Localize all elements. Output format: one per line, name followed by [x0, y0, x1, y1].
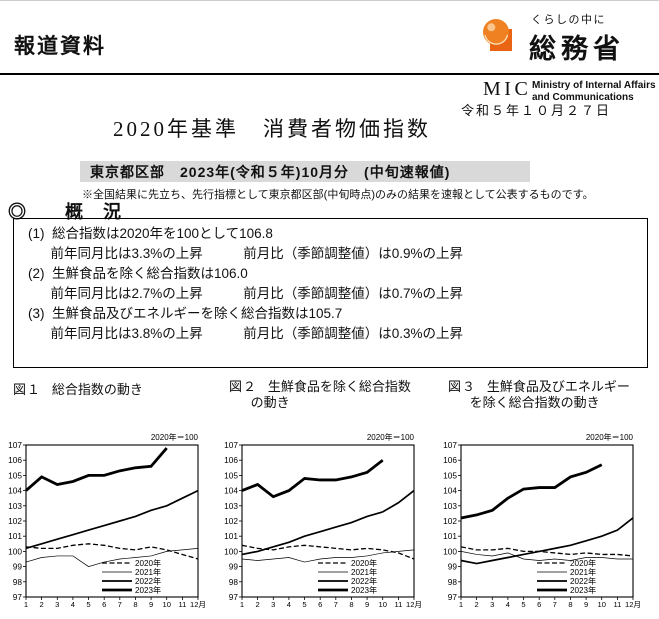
svg-text:1: 1: [459, 600, 463, 609]
svg-text:6: 6: [318, 600, 322, 609]
svg-text:2023年: 2023年: [351, 585, 377, 595]
svg-text:101: 101: [224, 531, 238, 541]
svg-text:2020年: 2020年: [135, 558, 161, 568]
svg-text:2021年: 2021年: [351, 567, 377, 577]
svg-text:100: 100: [224, 546, 238, 556]
svg-text:99: 99: [229, 562, 239, 572]
svg-text:5: 5: [521, 600, 525, 609]
svg-text:10: 10: [162, 600, 170, 609]
svg-text:2023年: 2023年: [135, 585, 161, 595]
svg-text:2022年: 2022年: [570, 576, 596, 586]
svg-text:10: 10: [378, 600, 386, 609]
svg-text:12月: 12月: [406, 600, 422, 609]
svg-text:2021年: 2021年: [570, 567, 596, 577]
svg-text:107: 107: [224, 440, 238, 450]
svg-text:8: 8: [133, 600, 137, 609]
svg-text:100: 100: [8, 546, 22, 556]
svg-text:7: 7: [118, 600, 122, 609]
svg-text:104: 104: [8, 486, 22, 496]
svg-text:2020年＝100: 2020年＝100: [367, 432, 415, 442]
svg-text:5: 5: [302, 600, 306, 609]
svg-text:6: 6: [537, 600, 541, 609]
svg-text:3: 3: [55, 600, 59, 609]
svg-text:5: 5: [86, 600, 90, 609]
svg-text:11: 11: [394, 600, 402, 609]
svg-text:6: 6: [102, 600, 106, 609]
svg-text:2020年: 2020年: [570, 558, 596, 568]
svg-text:12月: 12月: [190, 600, 206, 609]
svg-text:2: 2: [39, 600, 43, 609]
svg-text:9: 9: [584, 600, 588, 609]
svg-text:2: 2: [474, 600, 478, 609]
svg-text:10: 10: [597, 600, 605, 609]
svg-text:2023年: 2023年: [570, 585, 596, 595]
svg-text:1: 1: [240, 600, 244, 609]
svg-text:102: 102: [224, 516, 238, 526]
svg-text:101: 101: [8, 531, 22, 541]
svg-text:7: 7: [334, 600, 338, 609]
svg-text:11: 11: [178, 600, 186, 609]
svg-text:101: 101: [443, 531, 457, 541]
svg-text:4: 4: [506, 600, 510, 609]
svg-text:100: 100: [443, 546, 457, 556]
svg-text:2020年＝100: 2020年＝100: [151, 432, 199, 442]
svg-text:107: 107: [8, 440, 22, 450]
svg-text:2020年: 2020年: [351, 558, 377, 568]
svg-text:103: 103: [8, 501, 22, 511]
svg-text:2020年＝100: 2020年＝100: [586, 432, 634, 442]
svg-text:98: 98: [13, 577, 23, 587]
svg-text:11: 11: [613, 600, 621, 609]
svg-text:106: 106: [8, 455, 22, 465]
svg-text:4: 4: [71, 600, 75, 609]
svg-text:9: 9: [365, 600, 369, 609]
svg-text:3: 3: [490, 600, 494, 609]
svg-text:8: 8: [568, 600, 572, 609]
svg-text:3: 3: [271, 600, 275, 609]
svg-text:98: 98: [448, 577, 458, 587]
svg-text:97: 97: [13, 592, 23, 602]
svg-text:7: 7: [553, 600, 557, 609]
svg-text:105: 105: [443, 470, 457, 480]
svg-text:4: 4: [287, 600, 291, 609]
svg-text:12月: 12月: [625, 600, 641, 609]
svg-text:103: 103: [224, 501, 238, 511]
svg-text:105: 105: [8, 470, 22, 480]
svg-text:1: 1: [24, 600, 28, 609]
svg-text:102: 102: [443, 516, 457, 526]
svg-text:105: 105: [224, 470, 238, 480]
svg-text:106: 106: [224, 455, 238, 465]
svg-text:103: 103: [443, 501, 457, 511]
svg-text:2022年: 2022年: [135, 576, 161, 586]
svg-text:8: 8: [349, 600, 353, 609]
svg-text:99: 99: [448, 562, 458, 572]
svg-text:2022年: 2022年: [351, 576, 377, 586]
svg-text:99: 99: [13, 562, 23, 572]
svg-text:2021年: 2021年: [135, 567, 161, 577]
svg-text:102: 102: [8, 516, 22, 526]
svg-text:97: 97: [229, 592, 239, 602]
svg-text:9: 9: [149, 600, 153, 609]
svg-text:104: 104: [443, 486, 457, 496]
svg-text:2: 2: [255, 600, 259, 609]
svg-text:98: 98: [229, 577, 239, 587]
svg-text:104: 104: [224, 486, 238, 496]
svg-text:106: 106: [443, 455, 457, 465]
svg-text:107: 107: [443, 440, 457, 450]
svg-text:97: 97: [448, 592, 458, 602]
